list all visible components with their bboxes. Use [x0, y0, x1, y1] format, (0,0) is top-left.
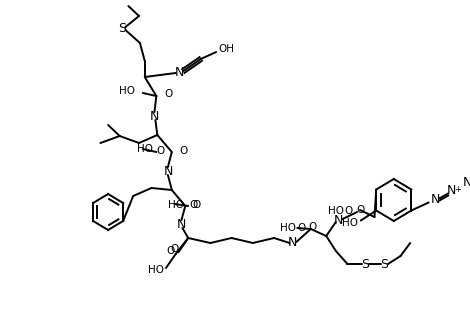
Text: O: O — [156, 146, 164, 156]
Text: N: N — [175, 66, 184, 78]
Text: HO: HO — [328, 206, 344, 216]
Text: O: O — [309, 222, 317, 232]
Text: O: O — [189, 200, 197, 210]
Text: HO: HO — [149, 265, 164, 275]
Text: N: N — [177, 217, 186, 230]
Text: N: N — [334, 213, 344, 226]
Text: +: + — [454, 185, 461, 194]
Text: S: S — [118, 21, 126, 35]
Text: O: O — [179, 146, 188, 156]
Text: OH: OH — [219, 44, 235, 54]
Text: O: O — [166, 246, 175, 256]
Text: HO: HO — [280, 223, 296, 233]
Text: O: O — [165, 89, 173, 99]
Text: N: N — [462, 176, 470, 189]
Text: HO: HO — [342, 217, 358, 227]
Text: N: N — [447, 184, 456, 197]
Text: S: S — [380, 258, 388, 270]
Text: O: O — [193, 200, 201, 210]
Text: HO: HO — [119, 86, 135, 96]
Text: N: N — [150, 110, 159, 123]
Text: O: O — [170, 244, 179, 254]
Text: S: S — [361, 258, 369, 270]
Text: O: O — [297, 223, 305, 233]
Text: O: O — [345, 206, 352, 216]
Text: O: O — [356, 205, 364, 215]
Text: HO: HO — [168, 200, 184, 210]
Text: HO: HO — [137, 144, 153, 154]
Text: N: N — [163, 164, 172, 178]
Text: N: N — [288, 237, 297, 250]
Text: N: N — [431, 193, 440, 206]
